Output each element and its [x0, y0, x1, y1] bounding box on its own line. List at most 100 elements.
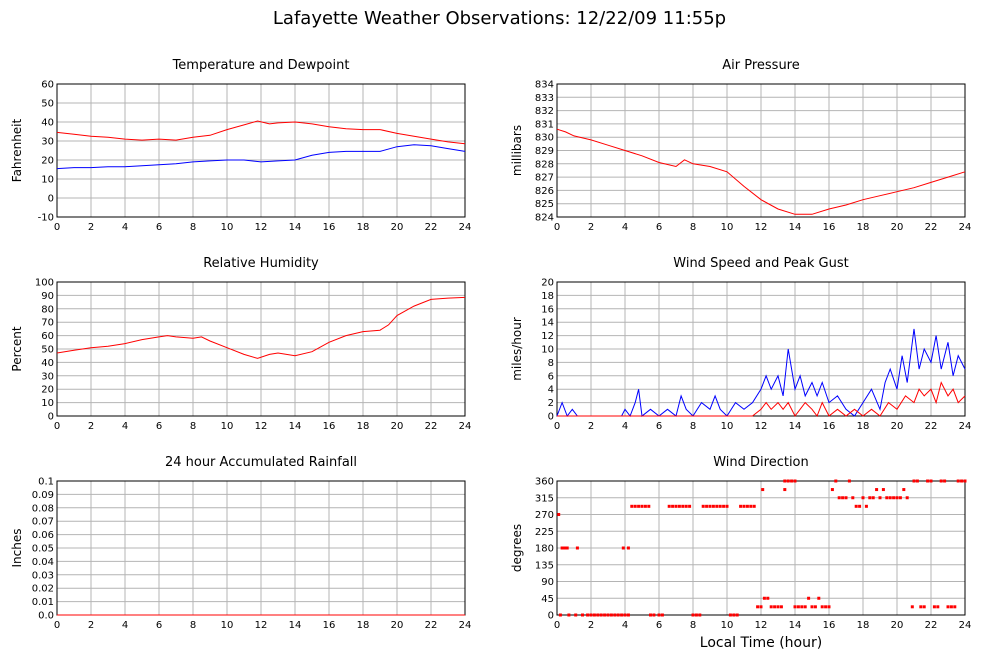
y-tick-label: 270: [535, 510, 554, 521]
y-tick-label: 828: [535, 159, 554, 170]
data-point: [854, 504, 858, 508]
y-tick-label: 8: [548, 358, 554, 369]
data-point: [847, 479, 851, 483]
x-tick-label: 14: [789, 222, 802, 233]
x-tick-label: 2: [588, 222, 594, 233]
data-point: [820, 605, 824, 609]
data-point: [694, 613, 698, 617]
data-point: [691, 613, 695, 617]
data-point: [621, 546, 625, 550]
y-tick-label: 4: [548, 385, 554, 396]
data-point: [837, 496, 841, 500]
x-tick-label: 4: [622, 620, 628, 631]
plot-frame: [556, 480, 966, 616]
data-point: [558, 613, 562, 617]
data-point: [560, 546, 564, 550]
y-tick-label: 45: [541, 594, 554, 605]
data-point: [912, 479, 916, 483]
y-axis-label: Inches: [10, 529, 24, 568]
y-axis-label: miles/hour: [510, 317, 524, 381]
y-tick-label: 40: [41, 358, 54, 369]
data-point: [589, 613, 593, 617]
data-point: [878, 496, 882, 500]
data-point: [745, 504, 749, 508]
x-tick-label: 20: [391, 421, 404, 432]
data-point: [922, 605, 926, 609]
x-tick-label: 2: [588, 421, 594, 432]
y-tick-label: 0: [48, 412, 54, 423]
data-point: [756, 605, 760, 609]
data-point: [599, 613, 603, 617]
x-tick-label: 0: [54, 620, 60, 631]
y-tick-label: 12: [541, 331, 554, 342]
data-point: [932, 605, 936, 609]
y-tick-label: 830: [535, 133, 554, 144]
data-point: [892, 496, 896, 500]
x-tick-label: 14: [789, 421, 802, 432]
data-point: [613, 613, 617, 617]
x-tick-label: 0: [554, 620, 560, 631]
y-tick-label: 0.02: [32, 584, 54, 595]
data-point: [688, 504, 692, 508]
data-point: [919, 605, 923, 609]
x-tick-label: 4: [122, 222, 128, 233]
data-point: [830, 488, 834, 492]
data-point: [626, 546, 630, 550]
data-point: [677, 504, 681, 508]
data-point: [844, 496, 848, 500]
x-tick-label: 10: [221, 222, 234, 233]
data-point: [722, 504, 726, 508]
data-point: [657, 613, 661, 617]
x-tick-label: 24: [959, 620, 972, 631]
y-tick-label: 833: [535, 93, 554, 104]
data-point: [861, 496, 865, 500]
x-tick-label: 0: [554, 421, 560, 432]
data-point: [936, 605, 940, 609]
data-point: [762, 596, 766, 600]
data-point: [609, 613, 613, 617]
x-tick-label: 22: [925, 421, 938, 432]
data-point: [813, 605, 817, 609]
data-point: [565, 546, 569, 550]
x-tick-label: 22: [925, 620, 938, 631]
data-point: [929, 479, 933, 483]
x-tick-label: 24: [959, 421, 972, 432]
data-point: [652, 613, 656, 617]
data-point: [779, 605, 783, 609]
data-point: [715, 504, 719, 508]
data-point: [708, 504, 712, 508]
y-tick-label: 60: [41, 331, 54, 342]
data-point: [786, 479, 790, 483]
data-point: [960, 479, 964, 483]
series-line-0: [556, 128, 966, 215]
data-point: [895, 496, 899, 500]
x-tick-label: 10: [721, 421, 734, 432]
x-tick-label: 0: [554, 222, 560, 233]
y-tick-label: 10: [41, 398, 54, 409]
data-point: [790, 479, 794, 483]
x-tick-label: 24: [459, 222, 472, 233]
x-tick-label: 10: [721, 620, 734, 631]
data-point: [963, 479, 967, 483]
x-tick-label: 18: [857, 222, 870, 233]
y-tick-label: 0.01: [32, 597, 54, 608]
y-tick-label: 832: [535, 106, 554, 117]
data-point: [681, 504, 685, 508]
x-tick-label: 12: [755, 222, 768, 233]
y-tick-label: 100: [35, 278, 54, 289]
x-tick-label: 16: [323, 421, 336, 432]
y-tick-label: 50: [41, 99, 54, 110]
x-tick-label: 4: [122, 620, 128, 631]
y-tick-label: 0.05: [32, 544, 54, 555]
x-tick-label: 12: [755, 620, 768, 631]
y-axis-label: degrees: [510, 524, 524, 572]
data-point: [742, 504, 746, 508]
data-point: [810, 605, 814, 609]
data-point: [739, 504, 743, 508]
x-tick-label: 14: [289, 222, 302, 233]
y-tick-label: 225: [535, 527, 554, 538]
y-tick-label: 6: [548, 371, 554, 382]
data-point: [630, 504, 634, 508]
data-point: [946, 605, 950, 609]
